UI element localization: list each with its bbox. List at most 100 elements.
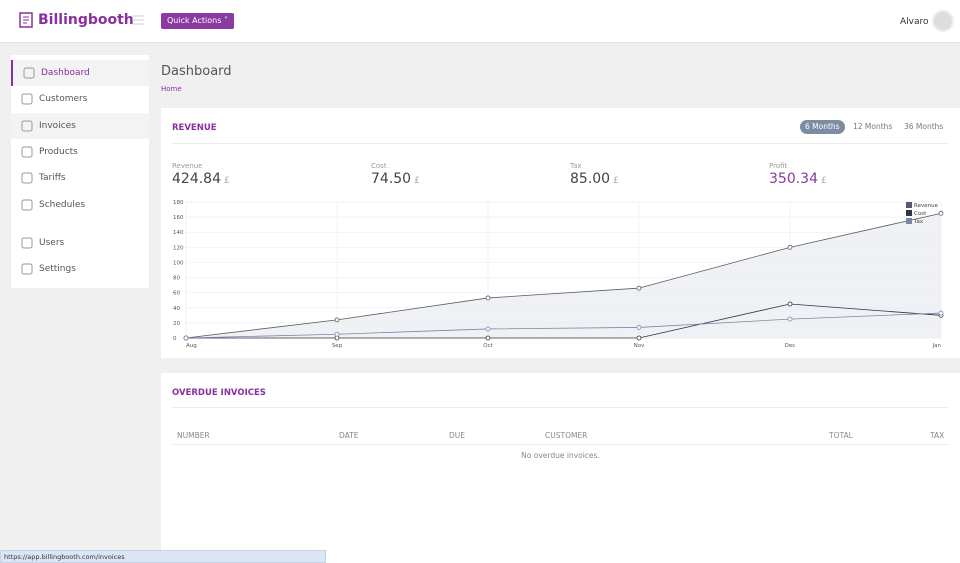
nav-item[interactable]: Tariffs [11,165,149,191]
stat-unit: £ [224,176,230,186]
avatar[interactable] [932,10,954,32]
stat-value: 74.50 £ [371,171,420,187]
stat-number: 85.00 [570,171,611,187]
nav-label: Dashboard [41,68,90,78]
divider [172,143,949,144]
series-line [185,312,942,339]
y-tick-label: 40 [173,306,180,312]
nav-label: Schedules [39,199,86,210]
point [485,326,491,332]
period-toggle[interactable]: 6 Months [800,120,845,134]
logo[interactable]: Billingbooth [38,12,134,28]
quick-actions-label: Quick Actions [167,16,222,25]
point [938,310,944,316]
nav-item[interactable]: Settings [11,256,149,282]
legend-swatch [906,218,912,224]
y-tick-label: 80 [173,276,180,282]
x-tick-label: Oct [483,343,493,349]
column-header: TAX [930,431,945,440]
point [183,335,189,341]
point [334,331,340,337]
nav-icon [21,172,33,184]
menu-toggle[interactable] [132,15,144,25]
x-tick-label: Sep [332,343,343,349]
nav-item[interactable]: Products [11,139,149,165]
area [186,213,941,338]
nav-item[interactable]: Users [11,230,149,256]
nav-label: Tariffs [39,173,66,184]
nav-icon [23,67,35,79]
y-tick-label: 140 [173,230,184,236]
y-tick-label: 60 [173,291,180,297]
stat-label: Profit [769,162,788,170]
nav-icon [21,199,33,210]
x-tick-label: Jan [932,343,942,349]
nav-item[interactable]: Dashboard [11,60,149,86]
nav-icon [21,93,33,105]
nav-item[interactable]: Customers [11,86,149,112]
legend-label: Cost [914,211,927,217]
series-line [186,303,942,339]
point [334,317,340,323]
stat-value: 424.84 £ [172,171,230,187]
quick-actions-button[interactable]: Quick Actions ˅ [161,13,234,29]
stat-number: 350.34 [769,171,818,187]
divider [172,407,949,408]
empty-message: No overdue invoices. [521,451,600,460]
breadcrumb[interactable]: Home [161,85,182,93]
legend-swatch [906,210,912,216]
period-toggle[interactable]: 36 Months [904,122,944,131]
y-tick-label: 180 [173,200,184,206]
nav-icon [21,120,33,132]
legend-label: Tax [913,219,924,225]
overdue-card: OVERDUE INVOICES No overdue invoices. NU… [161,373,960,563]
x-tick-label: Nov [634,343,645,349]
nav-item[interactable]: Schedules [11,192,149,218]
y-tick-label: 100 [173,260,184,266]
stat-unit: £ [613,176,619,186]
stat-number: 424.84 [172,171,221,187]
column-header: DATE [339,431,359,440]
nav-icon [21,263,33,275]
nav-label: Products [39,146,78,157]
series-line [185,212,942,339]
user-name[interactable]: Alvaro [900,17,929,27]
point [485,335,491,341]
stat-unit: £ [414,176,420,186]
chart: 0 20 40 60 80 100 120 140 160 180 Aug Sep Oct Nov Dec J… [173,200,944,349]
column-header: CUSTOMER [545,431,588,440]
column-header: NUMBER [177,431,210,440]
point [938,210,944,216]
logo-icon [19,12,33,28]
page-title: Dashboard [161,64,232,79]
y-tick-label: 0 [173,336,177,342]
y-tick-label: 160 [173,215,184,221]
nav-item[interactable]: Invoices [11,112,149,139]
x-tick-label: Dec [785,343,796,349]
divider [172,444,949,445]
period-toggle[interactable]: 12 Months [853,122,893,131]
stat-label: Cost [371,162,387,170]
nav-icon [21,237,33,249]
point [485,295,491,301]
column-header: DUE [449,431,466,440]
nav-label: Users [39,237,65,248]
point [636,325,642,330]
stat-unit: £ [821,176,827,186]
card-title: OVERDUE INVOICES [172,388,266,398]
stat-value: 85.00 £ [570,171,619,187]
nav-label: Invoices [39,120,76,131]
y-tick-label: 120 [173,245,184,251]
column-header: TOTAL [829,431,853,440]
card-title: REVENUE [172,123,217,133]
nav-label: Customers [39,94,88,105]
stat-label: Tax [570,162,582,170]
point [787,316,793,322]
legend-swatch [906,202,912,208]
status-bar: https://app.billingbooth.com/invoices [0,550,326,563]
nav-icon [21,146,33,158]
y-tick-label: 20 [173,321,180,327]
revenue-card: REVENUE 0 20 40 60 80 100 120 140 160 180 Aug Sep Oc… [161,108,960,358]
header: Billingbooth Quick Actions ˅ Alvaro [0,0,960,43]
